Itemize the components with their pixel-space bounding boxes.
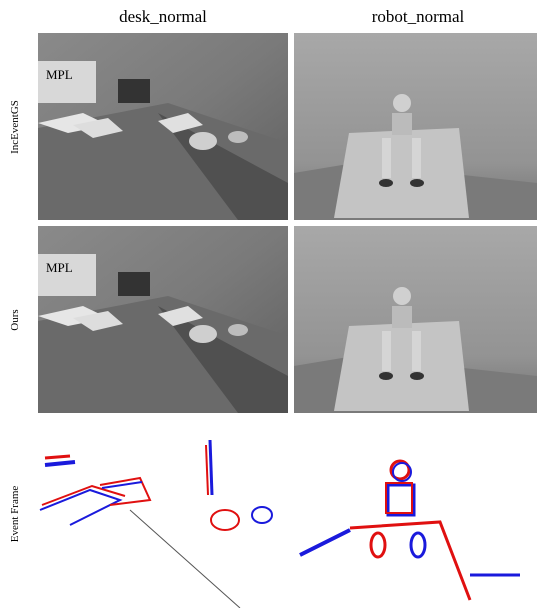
image-panel — [294, 226, 537, 413]
event-panel — [294, 420, 537, 608]
row-label: IncEventGS — [9, 100, 21, 154]
event-panel — [38, 420, 288, 608]
image-panel — [294, 33, 537, 220]
column-header: robot_normal — [372, 7, 465, 26]
row-label: Event Frame — [9, 486, 21, 543]
column-header: desk_normal — [119, 7, 207, 26]
image-panel — [38, 226, 288, 413]
figure: MPL desk_normal robot_normal IncEventGS … — [0, 0, 540, 608]
row-label: Ours — [9, 309, 21, 330]
image-panel — [38, 33, 288, 220]
